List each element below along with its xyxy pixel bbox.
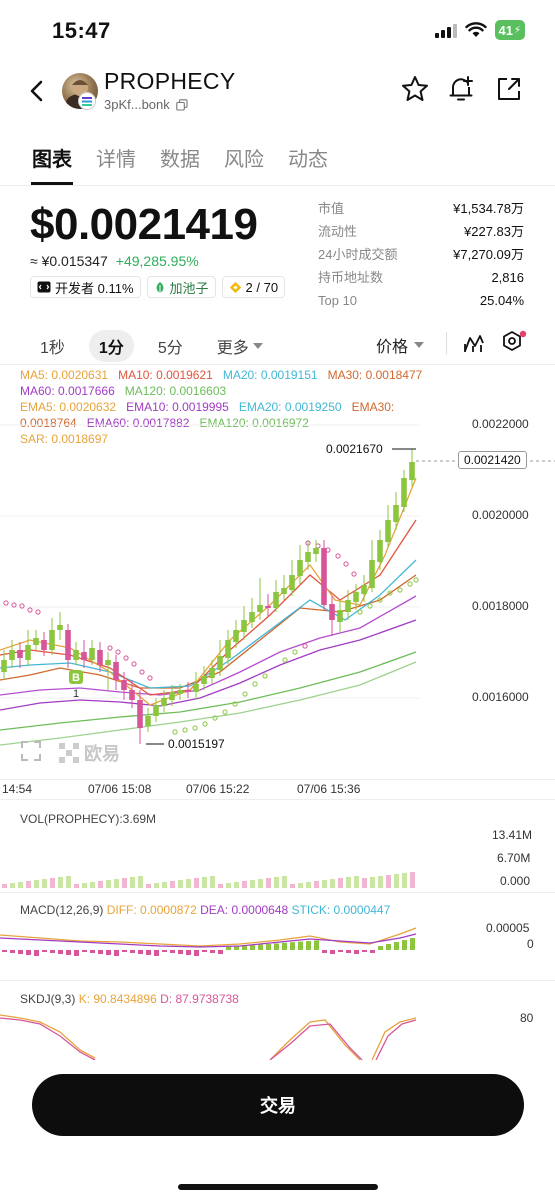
volume-axis-label: 0.000 xyxy=(500,874,531,888)
indicators-icon[interactable] xyxy=(462,331,486,355)
token-address[interactable]: 3pKf...bonk xyxy=(104,97,188,112)
candles xyxy=(1,449,415,744)
token-name: PROPHECY xyxy=(104,68,236,94)
interval-5m[interactable]: 5分 xyxy=(157,340,183,357)
token-chips: 开发者 0.11% 加池子 2 / 70 xyxy=(30,276,286,298)
volume-axis-label: 13.41M xyxy=(492,828,533,842)
pool-chip[interactable]: 加池子 xyxy=(146,276,216,298)
current-price: $0.0021419 xyxy=(30,200,258,249)
macd-axis-label: 0 xyxy=(527,937,534,951)
ma60-line xyxy=(0,619,417,711)
developer-icon xyxy=(37,281,51,293)
stat-liquidity: 流动性 ¥227.83万 xyxy=(318,224,524,239)
macd-axis-label: 0.00005 xyxy=(486,921,530,935)
caret-down-icon xyxy=(414,342,425,348)
wifi-icon xyxy=(464,22,487,37)
interval-1m[interactable]: 1分 xyxy=(88,330,134,362)
skdj-title: SKDJ(9,3) K: 90.8434896 D: 87.9738738 xyxy=(20,992,239,1006)
y-axis-label: 0.0016000 xyxy=(472,690,529,704)
ma-indicator-legend: MA5: 0.0020631 MA10: 0.0019621 MA20: 0.001… xyxy=(20,368,423,446)
copy-icon[interactable] xyxy=(176,98,188,111)
y-axis-label: 0.0018000 xyxy=(472,599,529,613)
tab-activity[interactable]: 动态 xyxy=(288,149,328,171)
buy-marker-count: 1 xyxy=(73,688,79,700)
stat-24h-volume: 24小时成交额 ¥7,270.09万 xyxy=(318,247,524,262)
interval-more[interactable]: 更多 xyxy=(207,330,273,362)
pane-divider xyxy=(0,980,555,981)
okx-logo-icon xyxy=(59,743,79,763)
y-axis-label: 0.0022000 xyxy=(472,417,529,431)
macd-chart xyxy=(0,927,417,956)
back-arrow-icon[interactable] xyxy=(24,76,50,106)
x-axis-label: 07/06 15:36 xyxy=(297,782,361,796)
low-marker-label: 0.0015197 xyxy=(168,737,225,751)
x-axis-label: 14:54 xyxy=(2,782,33,796)
pane-divider xyxy=(0,799,555,800)
current-price-tag: 0.0021420 xyxy=(458,451,527,469)
tab-chart[interactable]: 图表 xyxy=(32,149,72,171)
leaf-icon xyxy=(156,281,163,293)
candlestick-chart[interactable]: 0.0021670 0.0015197 B 1 xyxy=(0,400,555,780)
high-marker-label: 0.0021670 xyxy=(326,442,383,456)
developer-chip[interactable]: 开发者 0.11% xyxy=(30,276,141,298)
stat-market-cap: 市值 ¥1,534.78万 xyxy=(318,201,524,216)
tab-data[interactable]: 数据 xyxy=(160,149,200,171)
chain-badge-icon xyxy=(78,92,96,110)
skdj-axis-label: 80 xyxy=(520,1011,534,1025)
cellular-signal-icon xyxy=(434,22,457,38)
share-icon[interactable] xyxy=(494,74,524,104)
status-icons: 41 ⚡ xyxy=(434,20,525,40)
chart-gridlines xyxy=(0,424,420,699)
detail-tabs: 图表 详情 数据 风险 动态 xyxy=(32,143,328,172)
add-alert-bell-icon[interactable] xyxy=(447,74,477,104)
buy-marker[interactable] xyxy=(69,670,83,684)
buy-marker-label: B xyxy=(72,672,80,684)
time-axis-divider xyxy=(0,779,555,780)
stat-top10: Top 10 25.04% xyxy=(318,293,524,308)
fullscreen-icon[interactable] xyxy=(20,740,42,762)
toolbar-divider xyxy=(0,364,555,365)
tab-risk[interactable]: 风险 xyxy=(224,149,264,171)
x-axis-label: 07/06 15:22 xyxy=(186,782,250,796)
holders-chip[interactable]: 2 / 70 xyxy=(221,276,286,298)
home-indicator xyxy=(178,1184,378,1190)
caret-down-icon xyxy=(252,343,263,349)
interval-selector: 1秒 1分 5分 更多 xyxy=(30,330,273,362)
skdj-chart xyxy=(0,1014,417,1060)
ma120-line xyxy=(0,661,417,746)
price-type-select[interactable]: 价格 xyxy=(376,333,425,357)
price-cny: ≈ ¥0.015347 xyxy=(30,253,108,269)
stat-holders: 持币地址数 2,816 xyxy=(318,270,524,285)
toolbar-separator xyxy=(446,332,447,354)
macd-title: MACD(12,26,9) DIFF: 0.0000872 DEA: 0.000… xyxy=(20,903,391,917)
volume-title: VOL(PROPHECY):3.69M xyxy=(20,812,157,826)
ema60-line xyxy=(0,595,417,696)
market-stats: 市值 ¥1,534.78万 流动性 ¥227.83万 24小时成交额 ¥7,270.0… xyxy=(318,200,524,315)
pane-divider xyxy=(0,892,555,893)
active-tab-indicator xyxy=(31,182,73,185)
tab-details[interactable]: 详情 xyxy=(96,149,136,171)
chart-settings-icon[interactable] xyxy=(500,330,528,356)
interval-1s[interactable]: 1秒 xyxy=(40,340,65,357)
ema120-line xyxy=(0,651,417,731)
trade-button[interactable]: 交易 xyxy=(32,1074,524,1136)
volume-bars xyxy=(2,872,415,888)
price-change: +49,285.95% xyxy=(115,253,199,269)
okx-watermark: 欧易 xyxy=(58,740,120,766)
y-axis-label: 0.0020000 xyxy=(472,508,529,522)
tabs-divider xyxy=(0,185,555,186)
volume-axis-label: 6.70M xyxy=(497,851,531,865)
x-axis-label: 07/06 15:08 xyxy=(88,782,152,796)
battery-indicator: 41 ⚡ xyxy=(494,20,525,40)
status-time: 15:47 xyxy=(52,18,111,43)
price-sub: ≈ ¥0.015347 +49,285.95% xyxy=(30,253,199,269)
star-icon[interactable] xyxy=(400,74,430,104)
moving-average-lines xyxy=(0,477,417,746)
binance-diamond-icon xyxy=(229,281,241,293)
